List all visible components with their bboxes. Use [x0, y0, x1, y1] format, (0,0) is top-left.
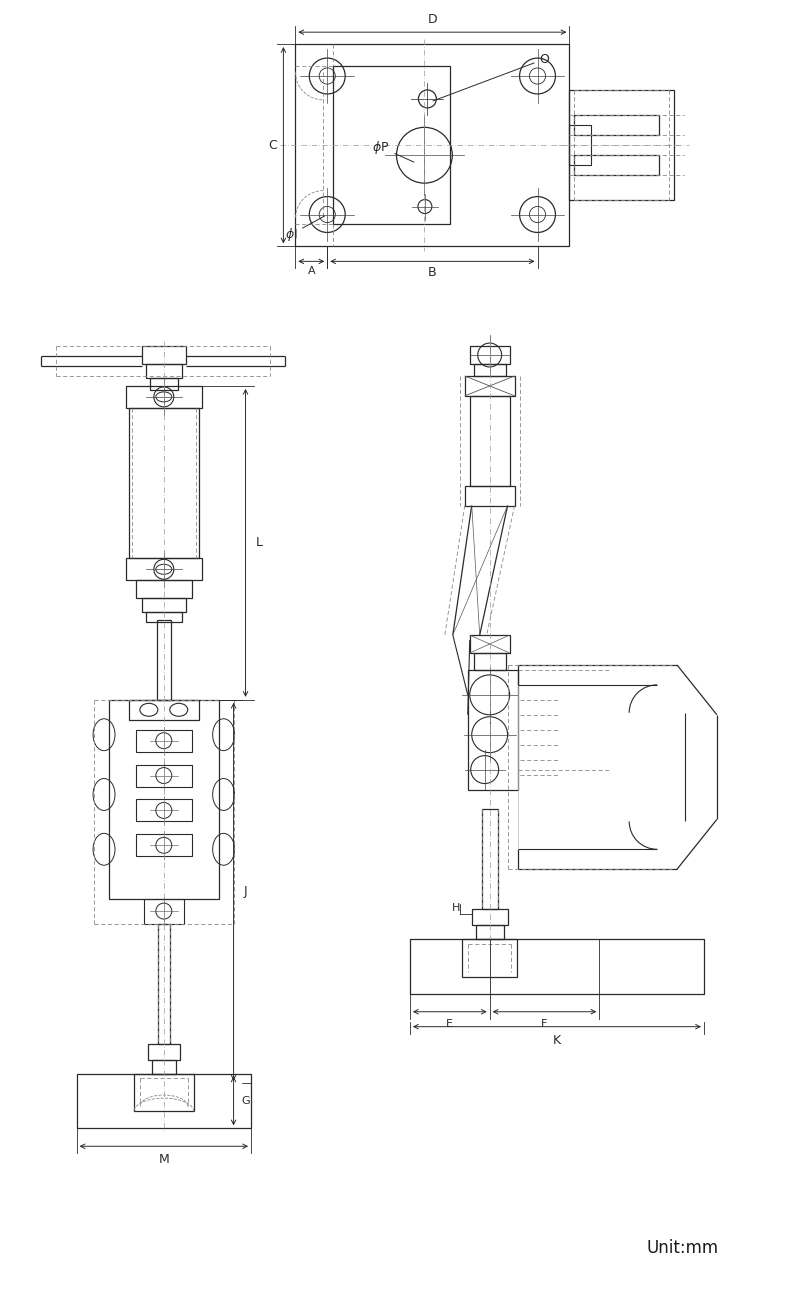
Bar: [142, 347, 186, 363]
Bar: [475, 925, 503, 938]
Bar: [145, 613, 182, 622]
Bar: [144, 900, 184, 924]
Bar: [465, 485, 514, 505]
Text: F: F: [541, 1019, 548, 1029]
Bar: [471, 909, 508, 925]
Bar: [465, 376, 514, 396]
Bar: [126, 386, 202, 408]
Text: $\phi$I: $\phi$I: [285, 215, 325, 243]
Text: E: E: [446, 1019, 453, 1029]
Text: O: O: [433, 52, 549, 101]
Bar: [574, 156, 659, 175]
Bar: [136, 835, 192, 857]
Text: M: M: [158, 1153, 169, 1166]
Bar: [470, 347, 510, 363]
Bar: [482, 810, 498, 909]
Bar: [109, 700, 219, 900]
Bar: [467, 670, 518, 789]
Bar: [152, 1059, 176, 1073]
Bar: [126, 558, 202, 580]
Text: L: L: [255, 536, 262, 549]
Bar: [574, 116, 659, 135]
Bar: [129, 408, 199, 558]
Bar: [333, 66, 450, 225]
Text: G: G: [242, 1096, 250, 1106]
Bar: [136, 800, 192, 822]
Bar: [145, 363, 182, 378]
Bar: [569, 91, 674, 200]
Bar: [410, 938, 704, 994]
Bar: [136, 580, 192, 598]
Bar: [158, 924, 170, 1044]
Bar: [142, 598, 186, 613]
Text: $\phi$P: $\phi$P: [372, 139, 414, 162]
Bar: [76, 1073, 251, 1128]
Bar: [136, 729, 192, 752]
Text: K: K: [553, 1033, 561, 1046]
Bar: [470, 396, 510, 485]
Bar: [136, 765, 192, 787]
Bar: [470, 635, 510, 653]
Text: A: A: [308, 266, 315, 276]
Text: D: D: [428, 13, 437, 26]
Bar: [474, 653, 506, 670]
Text: Unit:mm: Unit:mm: [647, 1238, 719, 1256]
Bar: [296, 44, 569, 247]
Bar: [148, 1044, 180, 1059]
Bar: [157, 620, 171, 700]
Bar: [462, 938, 517, 977]
Bar: [150, 378, 178, 389]
Bar: [569, 126, 591, 165]
Bar: [134, 1073, 194, 1111]
Text: J: J: [243, 885, 247, 898]
Bar: [129, 700, 199, 720]
Text: B: B: [428, 266, 436, 279]
Text: H: H: [452, 903, 460, 912]
Text: C: C: [269, 139, 277, 152]
Bar: [474, 363, 506, 376]
